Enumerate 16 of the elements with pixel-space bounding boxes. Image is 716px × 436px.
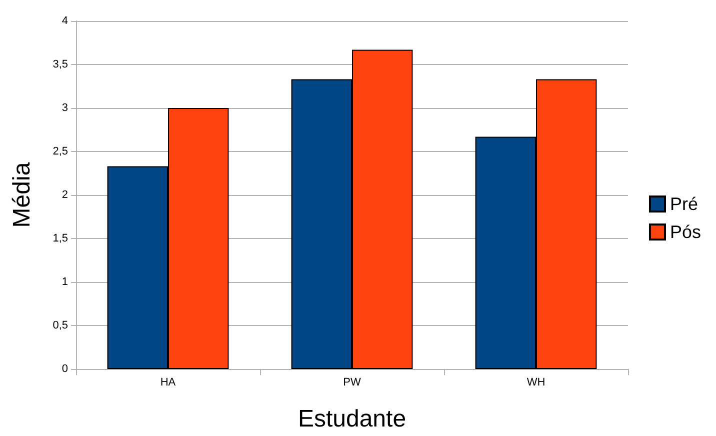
y-tick-label: 0,5 <box>52 320 68 332</box>
x-tick-label: PW <box>343 376 362 388</box>
y-tick-label: 3,5 <box>52 58 68 70</box>
y-tick-label: 2,5 <box>52 146 68 158</box>
x-tick-label: HA <box>160 376 176 388</box>
y-tick-label: 1 <box>62 276 68 288</box>
y-axis-title: Média <box>8 162 36 228</box>
legend-label: Pré <box>670 194 698 214</box>
x-tick-label: WH <box>526 376 546 388</box>
y-tick-label: 1,5 <box>52 232 68 244</box>
legend-label: Pós <box>670 222 702 242</box>
y-tick-label: 2 <box>62 189 68 201</box>
x-axis-title: Estudante <box>298 406 406 432</box>
y-tick-label: 4 <box>62 15 68 27</box>
y-tick-label: 3 <box>62 102 68 114</box>
y-tick-label: 0 <box>62 363 68 375</box>
